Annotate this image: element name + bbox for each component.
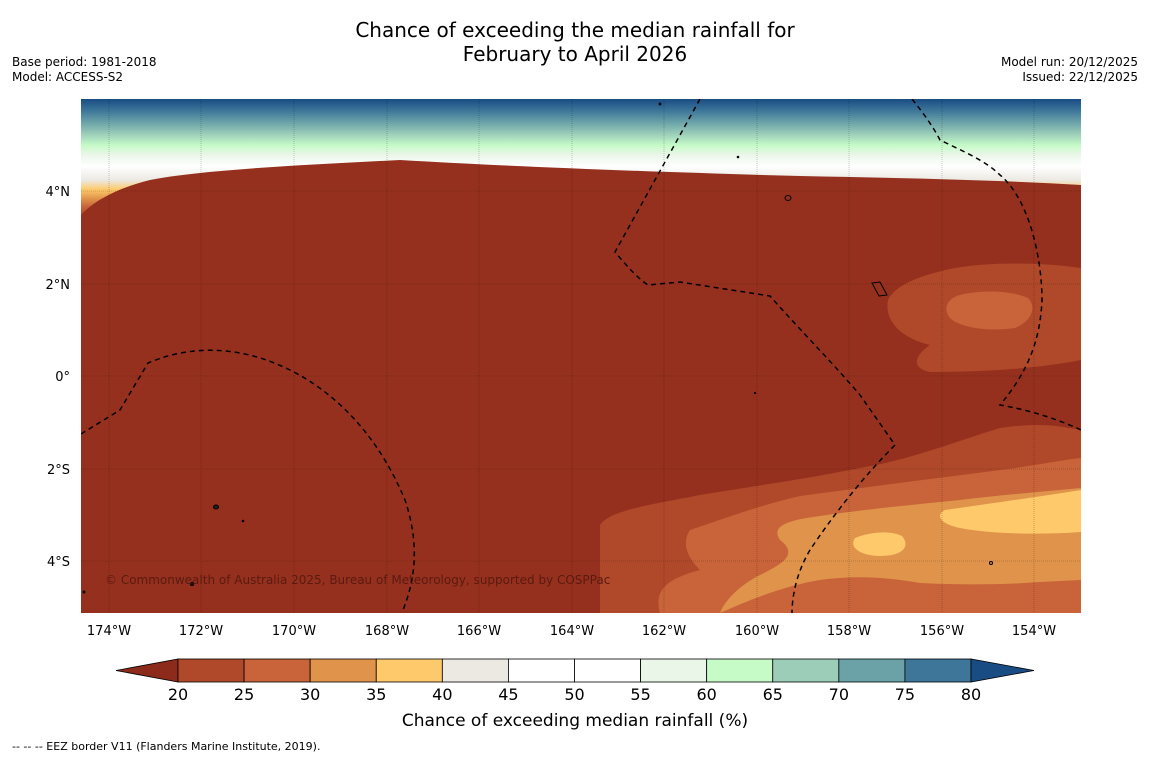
model-info: Base period: 1981-2018 Model: ACCESS-S2 — [12, 55, 157, 85]
colorbar-segment — [640, 658, 708, 683]
lon-label-6: 164°W — [550, 624, 594, 639]
lat-label-3: 0° — [55, 370, 70, 385]
colorbar-segment — [904, 658, 972, 683]
lat-label-2: 2°N — [46, 278, 71, 293]
southeast-40 — [940, 490, 1081, 534]
colorbar-tick-label: 75 — [895, 685, 915, 704]
colorbar-extend-low — [115, 658, 179, 683]
eez-east — [911, 99, 1081, 431]
lon-label-2: 172°W — [179, 624, 223, 639]
colorbar-segment — [243, 658, 311, 683]
colorbar-tick-label: 20 — [168, 685, 188, 704]
lon-label-10: 156°W — [920, 624, 964, 639]
colorbar-label: Chance of exceeding median rainfall (%) — [402, 711, 748, 731]
colorbar-tick-label: 65 — [763, 685, 783, 704]
colorbar-segment — [441, 658, 509, 683]
island-4 — [784, 195, 792, 201]
north-band-fill — [81, 99, 1081, 215]
lon-label-5: 166°W — [457, 624, 501, 639]
colorbar-tick-label: 40 — [432, 685, 452, 704]
lat-label-4: 2°S — [47, 463, 70, 478]
colorbar: 20 25 30 35 40 45 50 55 60 65 70 75 80 — [115, 658, 1035, 704]
colorbar-segment — [508, 658, 575, 683]
colorbar-tick-label: 70 — [829, 685, 849, 704]
islands — [82, 102, 993, 594]
lon-label-4: 168°W — [365, 624, 409, 639]
colorbar-segment — [177, 658, 245, 683]
model-run-date: Model run: 20/12/2025 — [1000, 55, 1138, 69]
colorbar-tick-label: 60 — [696, 685, 716, 704]
colorbar-tick-label: 55 — [630, 685, 650, 704]
eez-west — [81, 349, 416, 611]
lat-axis: 4°N 2°N 0° 2°S 4°S — [46, 185, 71, 570]
lon-label-3: 170°W — [272, 624, 316, 639]
map-area: © Commonwealth of Australia 2025, Bureau… — [81, 99, 1081, 613]
island-1 — [213, 504, 219, 510]
lat-label-1: 4°N — [46, 185, 71, 200]
southeast-40-small — [853, 532, 906, 556]
lon-label-11: 154°W — [1012, 624, 1056, 639]
colorbar-segment — [772, 658, 840, 683]
run-info: Model run: 20/12/2025 Issued: 22/12/2025 — [1001, 55, 1138, 85]
colorbar-extend-high — [970, 658, 1035, 683]
lon-label-1: 174°W — [87, 624, 131, 639]
eez-footnote: -- -- -- EEZ border V11 (Flanders Marine… — [12, 740, 321, 753]
island-2 — [241, 519, 245, 523]
graticule — [81, 99, 1081, 613]
lon-label-7: 162°W — [642, 624, 686, 639]
island-10 — [82, 590, 86, 594]
colorbar-tick-label: 25 — [234, 685, 254, 704]
lat-label-5: 4°S — [47, 555, 70, 570]
colorbar-tick-label: 50 — [564, 685, 584, 704]
colorbar-segment — [706, 658, 774, 683]
colorbar-segment — [309, 658, 377, 683]
island-8 — [989, 561, 993, 565]
title-line-2: February to April 2026 — [462, 42, 688, 66]
southeast-edge-30 — [1041, 580, 1081, 613]
eez-central — [614, 99, 896, 613]
colorbar-segment — [838, 658, 906, 683]
map-title: Chance of exceeding the median rainfall … — [0, 18, 1150, 66]
colorbar-tick-label: 45 — [498, 685, 518, 704]
lon-axis: 174°W 172°W 170°W 168°W 166°W 164°W 162°… — [87, 624, 1056, 639]
colorbar-tick-label: 35 — [366, 685, 386, 704]
copyright-text: © Commonwealth of Australia 2025, Bureau… — [105, 573, 610, 587]
island-6 — [736, 155, 740, 159]
lon-label-8: 160°W — [735, 624, 779, 639]
island-5 — [871, 281, 888, 297]
island-3 — [190, 582, 194, 586]
issued-date: Issued: 22/12/2025 — [1022, 70, 1138, 84]
eez-borders — [81, 99, 1081, 613]
east-anomaly-30 — [946, 291, 1033, 330]
island-9 — [753, 391, 757, 395]
colorbar-segment — [574, 658, 641, 683]
colorbar-tick-label: 80 — [961, 685, 981, 704]
island-7 — [658, 102, 662, 106]
lon-label-9: 158°W — [827, 624, 871, 639]
title-line-1: Chance of exceeding the median rainfall … — [355, 18, 795, 42]
base-period: Base period: 1981-2018 — [12, 55, 157, 69]
colorbar-segment — [375, 658, 443, 683]
colorbar-tick-label: 30 — [300, 685, 320, 704]
model-name: Model: ACCESS-S2 — [12, 70, 124, 84]
